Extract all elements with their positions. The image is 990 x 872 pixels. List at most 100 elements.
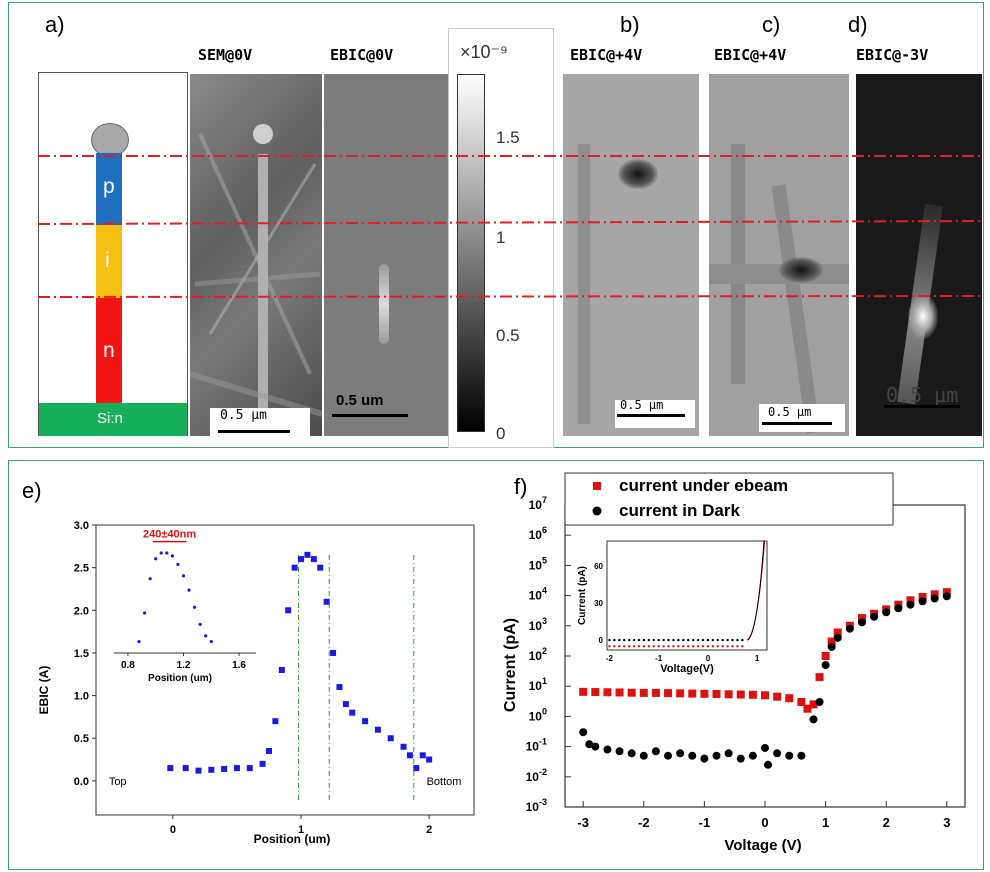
chart-e-data-point [265, 748, 272, 755]
chart-f-ytick-label: 104 [529, 586, 547, 603]
chart-f-inset-dark-point [721, 638, 724, 642]
chart-e-data-point [362, 718, 369, 725]
chart-e-ytick-label: 1.0 [74, 691, 89, 703]
catalyst-particle [91, 123, 129, 157]
chart-f-ebeam-point [676, 689, 685, 698]
chart-e-data-point [323, 598, 330, 605]
chart-e-data-point [285, 607, 292, 614]
chart-f-dark-point [930, 594, 939, 603]
chart-f-ebeam-point [591, 688, 600, 697]
chart-e-data-point [406, 752, 413, 759]
chart-f-inset-dark-point [706, 638, 710, 642]
colorbar-gradient [457, 74, 485, 432]
ebic-b-scale-bar [617, 414, 685, 417]
ebic-c-scale-bg [759, 404, 845, 432]
chart-f-ebeam-point [809, 700, 818, 709]
chart-e-data-point [233, 765, 240, 772]
chart-f-inset-dark-point [618, 638, 621, 642]
chart-e-plot-area [95, 524, 475, 816]
ebic-d-hotspot [908, 294, 938, 339]
chart-e-inset-point [154, 557, 158, 561]
chart-f-inset-ebeam-point [691, 645, 695, 648]
chart-f-ylabel: Current (pA) [502, 618, 519, 712]
chart-f-inset-dark-point [687, 638, 690, 642]
chart-f-inset-ebeam-point [627, 645, 631, 648]
chart-f-ebeam-point [773, 692, 782, 701]
chart-f-inset-ebeam-point [682, 645, 685, 648]
chart-f-inset-dark-point [642, 638, 646, 642]
colorbar-tick-0: 0 [496, 424, 506, 443]
chart-f-dark-point [870, 612, 879, 621]
chart-f-inset-ytick-label: 30 [594, 599, 603, 608]
chart-f-legend-marker-dark [592, 506, 602, 516]
chart-f-ebeam-point [651, 688, 660, 697]
sem-image [190, 74, 322, 436]
sem-scale-bar [218, 430, 290, 433]
chart-e-data-point [426, 756, 433, 763]
chart-f-dark-point [833, 633, 842, 642]
chart-f-ebeam-point [827, 637, 836, 646]
n-label: n [103, 339, 115, 362]
chart-f-ebeam-point [761, 691, 769, 700]
chart-f-inset-ebeam-point [642, 645, 646, 648]
image-title-ebic-plus4v-b: EBIC@+4V [570, 46, 643, 64]
chart-f-inset-ebeam-point [618, 645, 621, 648]
chart-e-inset-xtick-label: 1.6 [232, 660, 246, 671]
chart-e-data-point [259, 760, 266, 767]
chart-f-inset-ebeam-point [736, 645, 739, 648]
chart-e-annotation-bottom: Bottom [427, 776, 462, 788]
chart-f-inset-dark-point [662, 638, 665, 642]
chart-e-data-point [298, 556, 305, 563]
chart-f-inset-ebeam-point [623, 645, 626, 648]
chart-f-inset-dark-point [677, 638, 680, 642]
chart-f-dark-point [627, 749, 636, 758]
chart-f-dark-point [700, 754, 709, 763]
i-label: i [105, 249, 110, 272]
chart-f-ytick-label: 106 [529, 525, 547, 542]
chart-f-ytick-label: 10-1 [526, 737, 547, 754]
chart-f-dark-point [591, 742, 600, 751]
chart-f-ytick-label: 101 [529, 676, 547, 693]
chart-f-inset-ebeam-point [741, 645, 744, 648]
chart-f-dark-point [815, 697, 824, 706]
chart-f-inset-ebeam-point [731, 645, 734, 648]
chart-f-dark-point [579, 728, 588, 737]
chart-e-inset-xlabel: Position (um) [148, 673, 212, 684]
chart-f-xtick-label: 2 [883, 815, 890, 830]
chart-f-ebeam-point [833, 628, 842, 637]
chart-f-inset-ebeam-point [657, 645, 660, 648]
chart-e-ytick-label: 1.5 [74, 648, 89, 660]
chart-f-ytick-label: 10-2 [526, 767, 547, 784]
bottom-figure-frame [8, 460, 984, 870]
chart-f-dark-point [827, 642, 836, 651]
chart-f-dark-point [845, 624, 854, 633]
chart-e-ytick-label: 0.0 [74, 776, 89, 788]
chart-f-inset-xtick-label: 1 [755, 654, 760, 663]
chart-f-dark-point [748, 751, 757, 760]
chart-e-inset-point [198, 622, 202, 627]
chart-f-dark-point [724, 749, 733, 758]
chart-f-legend-marker-ebeam [593, 482, 601, 490]
chart-f-dark-point [761, 743, 769, 752]
chart-f-dark-point [942, 592, 951, 601]
chart-f-ebeam-point [797, 697, 806, 706]
chart-f-xtick-label: -2 [638, 815, 650, 830]
chart-e-data-point [182, 765, 189, 772]
chart-f-inset-ebeam-point [608, 645, 611, 648]
chart-f-inset-xtick-label: -2 [606, 654, 614, 663]
chart-f-dark-point [603, 745, 612, 754]
chart-f-dark-point [764, 760, 773, 769]
chart-f-xlabel: Voltage (V) [724, 837, 801, 854]
chart-e-inset-point [159, 551, 163, 555]
chart-e-inset-point [170, 554, 174, 558]
chart-f-inset-dark-point [736, 638, 739, 642]
chart-f-ytick-label: 10-3 [526, 797, 547, 814]
chart-f-inset-area [606, 540, 768, 651]
chart-f-inset-ebeam-point [667, 645, 670, 648]
chart-f-ebeam-point [712, 690, 721, 699]
chart-f-ebeam-point [664, 689, 673, 698]
chart-f-ebeam-point [688, 689, 697, 698]
chart-e-data-point [167, 765, 174, 772]
chart-f-inset-ytick-label: 60 [594, 562, 603, 571]
ebic-minus3v-image [856, 74, 982, 436]
